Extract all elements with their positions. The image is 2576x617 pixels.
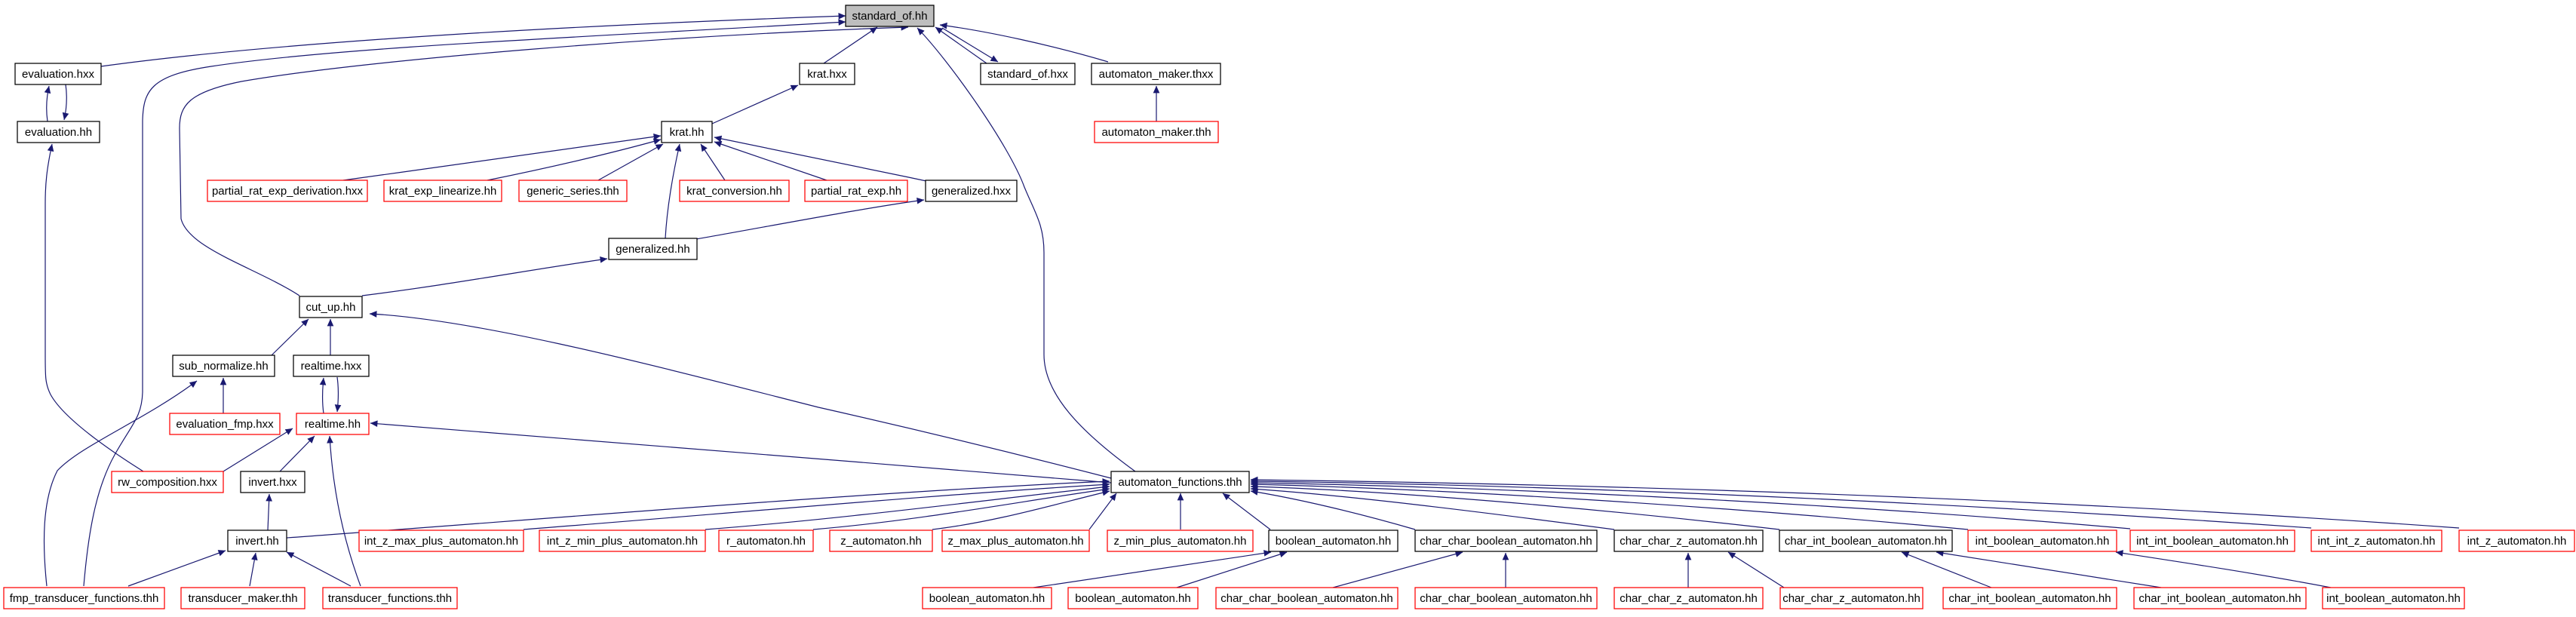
svg-text:standard_of.hh: standard_of.hh xyxy=(852,10,927,23)
svg-text:generic_series.thh: generic_series.thh xyxy=(527,185,619,198)
svg-text:krat.hh: krat.hh xyxy=(670,126,705,139)
svg-text:invert.hh: invert.hh xyxy=(235,535,279,548)
svg-text:char_int_boolean_automaton.hh: char_int_boolean_automaton.hh xyxy=(2138,592,2301,605)
svg-text:boolean_automaton.hh: boolean_automaton.hh xyxy=(1276,535,1391,548)
svg-text:int_z_automaton.hh: int_z_automaton.hh xyxy=(2467,535,2567,548)
svg-text:evaluation_fmp.hxx: evaluation_fmp.hxx xyxy=(176,418,274,431)
svg-text:automaton_maker.thh: automaton_maker.thh xyxy=(1101,126,1211,139)
svg-text:realtime.hxx: realtime.hxx xyxy=(301,360,362,373)
svg-text:evaluation.hh: evaluation.hh xyxy=(25,126,92,139)
svg-text:int_boolean_automaton.hh: int_boolean_automaton.hh xyxy=(1976,535,2110,548)
svg-text:automaton_maker.thxx: automaton_maker.thxx xyxy=(1099,68,1214,81)
svg-text:r_automaton.hh: r_automaton.hh xyxy=(726,535,806,548)
svg-text:z_min_plus_automaton.hh: z_min_plus_automaton.hh xyxy=(1114,535,1247,548)
svg-text:int_int_z_automaton.hh: int_int_z_automaton.hh xyxy=(2318,535,2436,548)
svg-text:krat_conversion.hh: krat_conversion.hh xyxy=(686,185,782,198)
svg-text:krat.hxx: krat.hxx xyxy=(807,68,847,81)
svg-text:generalized.hxx: generalized.hxx xyxy=(932,185,1012,198)
svg-text:char_char_boolean_automaton.hh: char_char_boolean_automaton.hh xyxy=(1420,535,1592,548)
svg-text:int_boolean_automaton.hh: int_boolean_automaton.hh xyxy=(2326,592,2461,605)
svg-text:automaton_functions.thh: automaton_functions.thh xyxy=(1118,476,1242,489)
svg-text:z_max_plus_automaton.hh: z_max_plus_automaton.hh xyxy=(947,535,1083,548)
svg-text:char_char_boolean_automaton.hh: char_char_boolean_automaton.hh xyxy=(1220,592,1393,605)
svg-text:cut_up.hh: cut_up.hh xyxy=(306,301,356,314)
svg-text:transducer_maker.thh: transducer_maker.thh xyxy=(188,592,297,605)
svg-text:generalized.hh: generalized.hh xyxy=(616,243,689,256)
svg-text:char_char_z_automaton.hh: char_char_z_automaton.hh xyxy=(1782,592,1920,605)
svg-text:boolean_automaton.hh: boolean_automaton.hh xyxy=(1075,592,1190,605)
svg-text:partial_rat_exp.hh: partial_rat_exp.hh xyxy=(811,185,901,198)
svg-text:int_z_max_plus_automaton.hh: int_z_max_plus_automaton.hh xyxy=(364,535,518,548)
svg-text:rw_composition.hxx: rw_composition.hxx xyxy=(118,476,217,489)
svg-text:fmp_transducer_functions.thh: fmp_transducer_functions.thh xyxy=(10,592,159,605)
svg-text:realtime.hh: realtime.hh xyxy=(305,418,361,431)
svg-text:krat_exp_linearize.hh: krat_exp_linearize.hh xyxy=(389,185,497,198)
svg-text:int_z_min_plus_automaton.hh: int_z_min_plus_automaton.hh xyxy=(547,535,698,548)
svg-text:char_int_boolean_automaton.hh: char_int_boolean_automaton.hh xyxy=(1785,535,1947,548)
svg-text:z_automaton.hh: z_automaton.hh xyxy=(840,535,922,548)
svg-text:invert.hxx: invert.hxx xyxy=(248,476,297,489)
svg-text:partial_rat_exp_derivation.hxx: partial_rat_exp_derivation.hxx xyxy=(212,185,364,198)
svg-text:standard_of.hxx: standard_of.hxx xyxy=(987,68,1068,81)
svg-text:transducer_functions.thh: transducer_functions.thh xyxy=(328,592,452,605)
svg-text:char_char_boolean_automaton.hh: char_char_boolean_automaton.hh xyxy=(1420,592,1592,605)
svg-text:char_int_boolean_automaton.hh: char_int_boolean_automaton.hh xyxy=(1948,592,2111,605)
svg-text:char_char_z_automaton.hh: char_char_z_automaton.hh xyxy=(1620,592,1758,605)
svg-text:char_char_z_automaton.hh: char_char_z_automaton.hh xyxy=(1620,535,1758,548)
svg-text:evaluation.hxx: evaluation.hxx xyxy=(22,68,94,81)
svg-text:int_int_boolean_automaton.hh: int_int_boolean_automaton.hh xyxy=(2136,535,2289,548)
svg-text:boolean_automaton.hh: boolean_automaton.hh xyxy=(929,592,1045,605)
svg-text:sub_normalize.hh: sub_normalize.hh xyxy=(179,360,268,373)
